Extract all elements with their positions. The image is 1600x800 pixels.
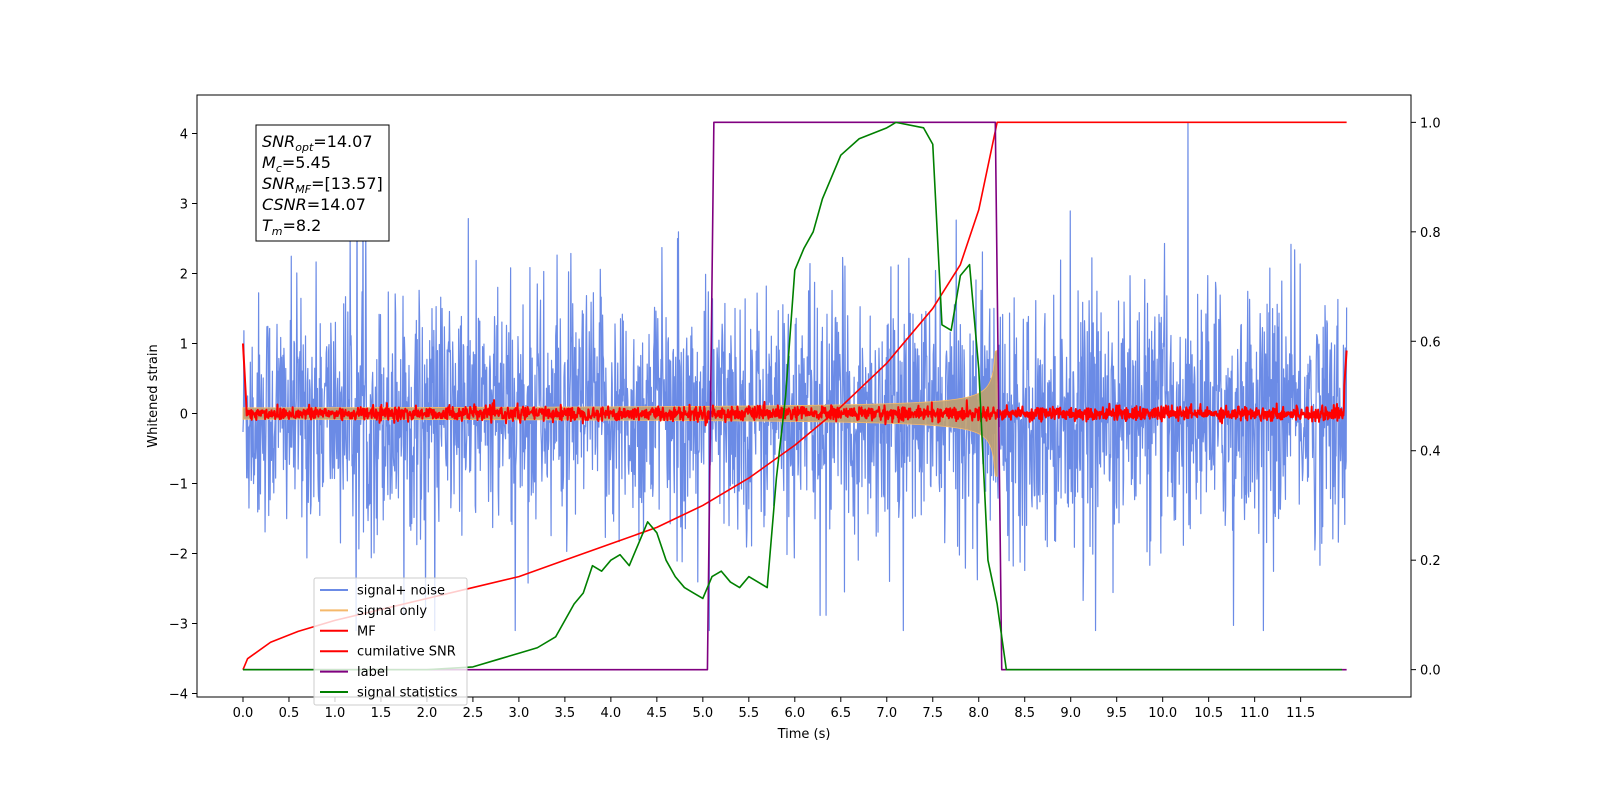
left-y-tick-label: 3 <box>180 198 188 213</box>
left-y-tick-label: 1 <box>180 338 188 353</box>
annotation-frame <box>255 124 390 242</box>
left-y-axis-ticks: −4 −3 −2 −1 0 1 2 3 4 <box>169 128 197 703</box>
x-tick-label: 4.0 <box>601 706 622 721</box>
legend-frame <box>313 577 468 706</box>
x-tick-label: 6.5 <box>830 706 851 721</box>
legend-entry-label: signal+ noise <box>357 584 445 599</box>
plot-area <box>241 121 1348 671</box>
legend-entry-label: label <box>357 665 388 680</box>
left-y-tick-label: 0 <box>180 408 188 423</box>
annotation-value: =8.2 <box>283 216 322 235</box>
right-y-tick-label: 0.8 <box>1420 226 1441 241</box>
left-y-tick-label: −4 <box>169 688 188 703</box>
x-tick-label: 11.5 <box>1286 706 1315 721</box>
annotation-variable: CSNR <box>262 195 307 214</box>
annotation-value: =5.45 <box>282 153 331 172</box>
annotation-subscript: opt <box>295 141 314 154</box>
annotation-value: =14.07 <box>313 132 372 151</box>
x-tick-label: 7.0 <box>876 706 897 721</box>
series-mf-line <box>241 343 1348 427</box>
right-y-tick-label: 0.6 <box>1420 335 1441 350</box>
annotation-line: SNRMF=[13.57] <box>262 174 383 196</box>
left-y-tick-label: 4 <box>180 128 188 143</box>
legend-entry-label: MF <box>357 624 376 639</box>
left-y-tick-label: −2 <box>169 548 188 563</box>
x-tick-label: 5.5 <box>738 706 759 721</box>
legend: signal+ noise signal only MF cumilative SNR… <box>313 577 468 706</box>
right-y-tick-label: 0.2 <box>1420 554 1441 569</box>
axes-frame <box>196 94 1412 698</box>
x-tick-label: 8.5 <box>1014 706 1035 721</box>
x-axis-label: Time (s) <box>777 727 831 742</box>
right-y-tick-label: 1.0 <box>1420 116 1441 131</box>
legend-entry-label: cumilative SNR <box>357 645 456 660</box>
x-tick-label: 7.5 <box>922 706 943 721</box>
annotation-box: SNRopt=14.07Mc=5.45SNRMF=[13.57]CSNR=14.… <box>255 124 390 242</box>
x-tick-label: 2.5 <box>463 706 484 721</box>
annotation-subscript: c <box>276 162 282 175</box>
series-signal-noise-line <box>242 122 1348 632</box>
right-y-axis-ticks: 0.0 0.2 0.4 0.6 0.8 1.0 <box>1411 116 1441 679</box>
x-tick-label: 10.0 <box>1148 706 1177 721</box>
left-y-tick-label: −3 <box>169 618 188 633</box>
legend-entry-label: signal statistics <box>357 686 458 701</box>
x-tick-label: 1.0 <box>325 706 346 721</box>
annotation-subscript: MF <box>295 183 311 196</box>
annotation-value: =[13.57] <box>311 174 383 193</box>
annotation-line: Mc=5.45 <box>262 153 331 175</box>
annotation-line: Tm=8.2 <box>262 216 321 238</box>
x-tick-label: 10.5 <box>1194 706 1223 721</box>
x-tick-label: 3.5 <box>555 706 576 721</box>
x-tick-label: 0.0 <box>233 706 254 721</box>
right-y-tick-label: 0.4 <box>1420 445 1441 460</box>
annotation-line: SNRopt=14.07 <box>262 132 373 154</box>
x-tick-label: 5.0 <box>692 706 713 721</box>
x-axis-ticks: 0.0 0.5 1.0 1.5 2.0 2.5 3.0 3.5 4.0 4.5 5.0 5.5 6.0 6… <box>233 697 1315 721</box>
x-tick-label: 1.5 <box>371 706 392 721</box>
legend-entry-label: signal only <box>357 604 427 619</box>
annotation-line: CSNR=14.07 <box>262 195 366 214</box>
annotation-value: =14.07 <box>307 195 366 214</box>
x-tick-label: 11.0 <box>1240 706 1269 721</box>
x-tick-label: 3.0 <box>509 706 530 721</box>
x-tick-label: 0.5 <box>279 706 300 721</box>
y-axis-label: Whitened strain <box>146 344 161 447</box>
x-tick-label: 8.0 <box>968 706 989 721</box>
annotation-variable: T <box>262 216 273 235</box>
x-tick-label: 6.0 <box>784 706 805 721</box>
left-y-tick-label: −1 <box>169 478 188 493</box>
series-signal-statistics-line <box>242 121 1343 671</box>
annotation-variable: M <box>262 153 276 172</box>
annotation-variable: SNR <box>262 132 295 151</box>
right-y-tick-label: 0.0 <box>1420 664 1441 679</box>
x-tick-label: 2.0 <box>417 706 438 721</box>
left-y-tick-label: 2 <box>180 268 188 283</box>
x-tick-label: 9.0 <box>1060 706 1081 721</box>
annotation-subscript: m <box>272 225 283 238</box>
x-tick-label: 4.5 <box>647 706 668 721</box>
annotation-variable: SNR <box>262 174 295 193</box>
x-tick-label: 9.5 <box>1106 706 1127 721</box>
